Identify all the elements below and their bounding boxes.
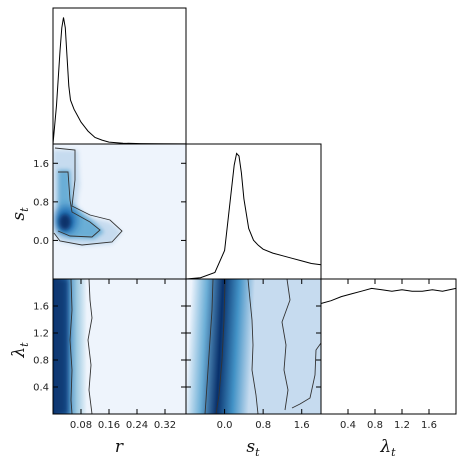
x-tick-label-lambda_t: 0.4 (340, 420, 356, 431)
joint-panel-r-s_t (52, 143, 187, 280)
x-tick-label-s_t: 0.0 (217, 420, 233, 431)
x-tick-label-s_t: 0.8 (255, 420, 271, 431)
density-map-r-s_t (53, 147, 123, 246)
x-tick-label-lambda_t: 0.8 (367, 420, 383, 431)
panel-frame (52, 7, 187, 145)
x-tick-label-r: 0.08 (70, 420, 92, 431)
contour-inner-left (215, 279, 226, 414)
joint-panel-r-lambda_t (52, 278, 187, 415)
y-tick-label-lambda_t: 0.8 (33, 356, 49, 367)
marginal-curve-lambda_t (320, 287, 457, 304)
density-map-s_t-lambda_t (186, 279, 321, 414)
x-tick-label-r: 0.24 (126, 420, 148, 431)
y-axis-label-s_t: st (9, 207, 31, 221)
x-axis-label-lambda_t: λt (379, 437, 396, 459)
density-map-r-lambda_t (53, 279, 93, 414)
contour-outer-left (204, 279, 214, 414)
y-tick-label-lambda_t: 1.2 (33, 329, 49, 340)
contour-inner (69, 279, 73, 414)
marginal-curve-r (52, 17, 187, 145)
y-tick-label-s_t: 0.0 (33, 236, 49, 247)
contour-outer (53, 147, 123, 246)
x-axis-label-s_t: st (246, 437, 260, 459)
contour-inner-right (247, 279, 259, 414)
panel-frame (185, 143, 322, 280)
marginal-curve-s_t (185, 152, 322, 280)
density-peak (59, 214, 71, 230)
x-tick-label-s_t: 1.6 (294, 420, 310, 431)
y-tick-label-s_t: 1.6 (33, 159, 49, 170)
contour-outer-right (281, 279, 291, 411)
density-stripe (186, 279, 256, 414)
y-tick-label-s_t: 0.8 (33, 197, 49, 208)
x-axis-label-r: r (115, 437, 124, 457)
marginal-panel-s_t (185, 143, 322, 280)
density-core (55, 279, 68, 414)
x-tick-label-r: 0.32 (154, 420, 176, 431)
panel-frame (320, 278, 457, 415)
y-axis-label-lambda_t: λt (9, 342, 31, 359)
x-tick-label-lambda_t: 1.6 (421, 420, 437, 431)
y-tick-label-lambda_t: 0.4 (33, 383, 49, 394)
marginal-panel-r (52, 7, 187, 145)
x-tick-label-lambda_t: 1.2 (394, 420, 410, 431)
y-tick-label-lambda_t: 1.6 (33, 302, 49, 313)
marginal-panel-lambda_t (320, 278, 457, 415)
tick-layer: 0.08 0.16 0.24 0.32 0.0 0.8 1.6 0.4 0.8 1.2 1.6 0.0… (33, 159, 437, 431)
contour-outer (87, 279, 93, 414)
contour-island (291, 342, 321, 409)
contour-inner (57, 171, 101, 238)
x-tick-label-r: 0.16 (98, 420, 120, 431)
joint-panel-s_t-lambda_t (185, 278, 322, 415)
